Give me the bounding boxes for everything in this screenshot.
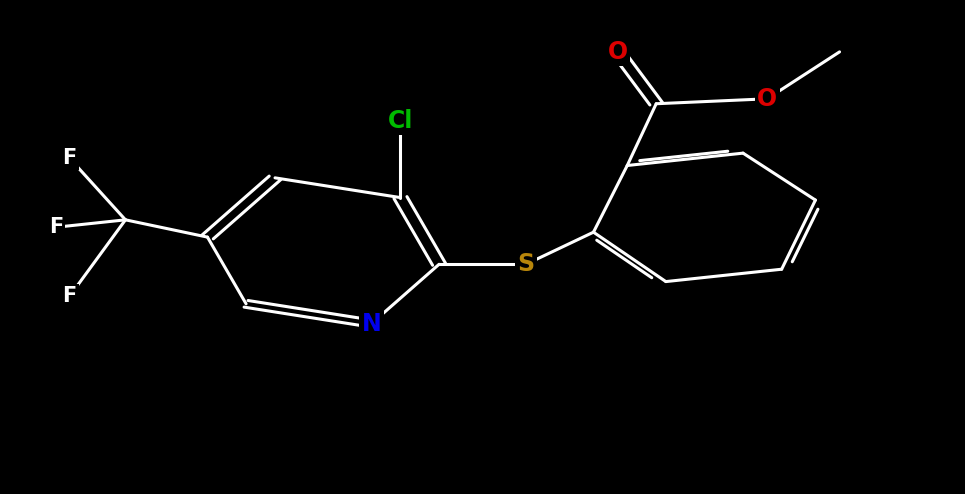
Text: N: N <box>362 312 381 335</box>
Text: S: S <box>517 252 535 276</box>
Text: Cl: Cl <box>388 109 413 133</box>
Text: F: F <box>63 287 76 306</box>
Text: F: F <box>63 148 76 168</box>
Text: O: O <box>608 40 627 64</box>
Text: F: F <box>49 217 63 237</box>
Text: O: O <box>758 87 777 111</box>
